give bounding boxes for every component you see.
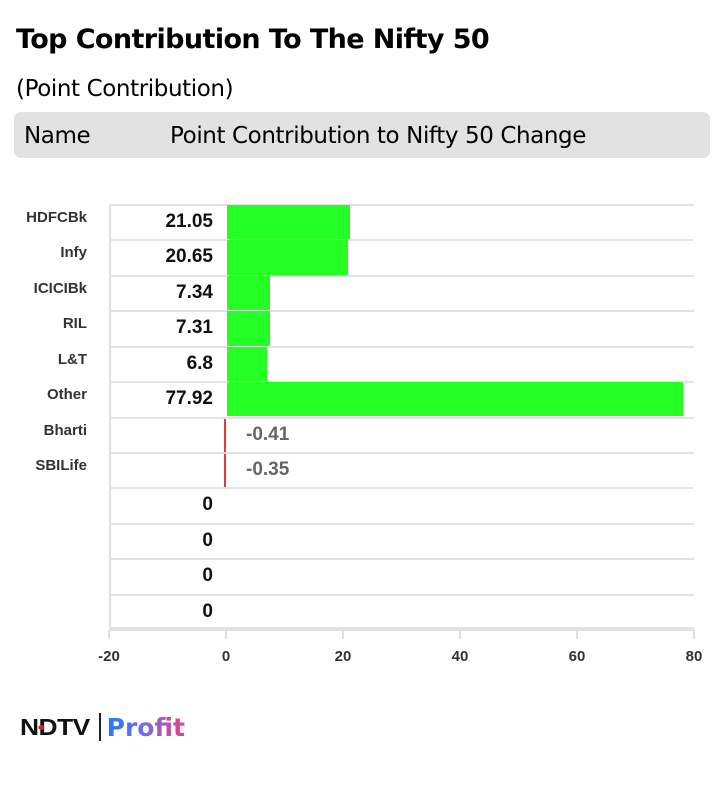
- value-label: -0.41: [246, 423, 290, 445]
- x-axis-tick: [693, 630, 695, 639]
- value-label: 0: [202, 529, 213, 551]
- profit-wordmark: Profit: [106, 712, 185, 742]
- chart-subtitle: (Point Contribution): [16, 76, 234, 102]
- chart-title: Top Contribution To The Nifty 50: [16, 24, 490, 55]
- ndtv-profit-logo: NDTV Profit: [20, 712, 185, 742]
- negative-bar: [224, 453, 226, 488]
- ndtv-wordmark: NDTV: [20, 713, 90, 740]
- positive-bar: [227, 382, 683, 417]
- row-label: HDFCBk: [26, 209, 87, 226]
- table-row: [109, 522, 694, 558]
- positive-bar: [227, 205, 351, 240]
- table-row: [109, 558, 694, 593]
- table-row: [109, 593, 694, 629]
- x-axis-tick-label: -20: [98, 648, 120, 665]
- row-label: Other: [46, 386, 87, 404]
- table-row: [109, 204, 694, 239]
- table-row: [109, 451, 694, 487]
- x-axis-tick: [459, 630, 461, 639]
- table-row: [109, 310, 694, 345]
- row-label: SBILife: [35, 456, 87, 474]
- positive-bar: [227, 275, 270, 311]
- negative-bar: [224, 418, 226, 452]
- x-axis-tick-label: 0: [221, 648, 231, 665]
- x-axis-tick: [108, 630, 110, 639]
- x-axis-tick-label: 60: [568, 648, 586, 665]
- logo-divider: [98, 713, 101, 741]
- value-label: 0: [202, 565, 213, 587]
- x-axis-tick: [576, 630, 578, 639]
- value-label: 20.65: [165, 246, 213, 268]
- row-label: ICICIBk: [33, 279, 87, 297]
- row-label: Infy: [60, 244, 87, 262]
- positive-bar: [227, 240, 348, 275]
- column-header-bar: Name Point Contribution to Nifty 50 Chan…: [14, 112, 710, 158]
- value-label: 6.8: [186, 352, 213, 374]
- table-row: [109, 345, 694, 381]
- value-label: 77.92: [165, 388, 213, 410]
- column-header-name: Name: [24, 123, 91, 149]
- table-row: [109, 487, 694, 522]
- table-row: [109, 274, 694, 310]
- value-label: 0: [202, 494, 213, 516]
- row-label: L&T: [57, 350, 87, 368]
- ndtv-red-dot-icon: [38, 724, 45, 730]
- value-label: 7.34: [176, 281, 213, 303]
- x-axis-tick-label: 40: [451, 648, 469, 665]
- x-axis-tick-label: 20: [334, 648, 352, 665]
- positive-bar: [227, 346, 267, 382]
- x-axis-tick: [225, 630, 227, 639]
- value-label: 21.05: [165, 211, 213, 232]
- table-row: [109, 416, 694, 452]
- row-label: RIL: [62, 315, 87, 333]
- x-axis-line: [109, 629, 695, 631]
- column-header-value: Point Contribution to Nifty 50 Change: [170, 123, 587, 149]
- row-label: Bharti: [43, 421, 87, 439]
- x-axis-tick-label: 80: [685, 648, 703, 665]
- value-label: -0.35: [246, 458, 290, 480]
- x-axis-tick: [342, 630, 344, 639]
- positive-bar: [227, 311, 270, 346]
- value-label: 0: [202, 600, 213, 622]
- table-row: [109, 239, 694, 274]
- value-label: 7.31: [176, 317, 213, 339]
